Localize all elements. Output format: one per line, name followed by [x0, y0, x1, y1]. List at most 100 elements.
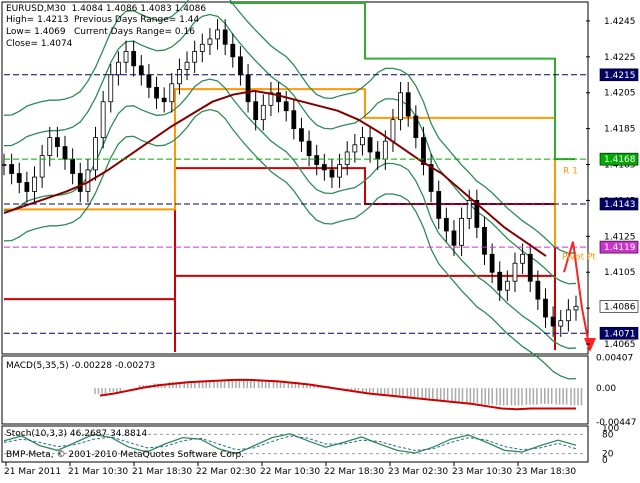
candle-body	[184, 61, 190, 70]
price-tick-label: 1.4065	[604, 340, 636, 350]
macd-signal-line	[99, 378, 576, 411]
red-lower-level	[174, 274, 555, 352]
stoch-d-line	[3, 435, 577, 451]
candle-body	[489, 253, 495, 273]
candle-body	[360, 137, 365, 146]
price-highlight-box	[599, 326, 639, 340]
macd-tick-label: 0.00407	[596, 353, 633, 363]
price-tick-label: 1.4105	[604, 268, 636, 278]
candle-body	[497, 271, 503, 291]
candle-body	[54, 137, 60, 147]
candle-body	[466, 200, 472, 219]
candle-body	[177, 69, 182, 85]
candle-body	[32, 176, 37, 192]
time-tick-label: 22 Mar 18:30	[324, 467, 384, 477]
candle-body	[207, 38, 213, 45]
candle-body	[268, 92, 274, 106]
horizontal-dashed-lines	[4, 74, 586, 334]
candle-body	[276, 92, 281, 103]
time-tick-label: 22 Mar 10:30	[260, 467, 320, 477]
time-axis: 21 Mar 2011 21 Mar 10:30 21 Mar 18:30 22 Ma…	[4, 462, 576, 477]
candle-body	[39, 155, 45, 178]
ma-line	[3, 89, 547, 257]
candle-body	[116, 61, 121, 76]
candle-body	[344, 151, 350, 165]
stoch-tick-label: 80	[602, 430, 614, 440]
candle-body	[146, 74, 152, 88]
candle-body	[573, 305, 579, 311]
candle-body	[238, 56, 243, 76]
candle-body	[283, 101, 289, 112]
band-upper-outer	[3, 0, 577, 254]
price-tick-label: 1.4225	[604, 53, 636, 63]
band-upper-inner	[3, 13, 577, 285]
candle-body	[222, 29, 228, 45]
close-value: Close= 1.4074	[6, 39, 73, 49]
time-tick-label: 21 Mar 18:30	[132, 467, 192, 477]
candle-body	[123, 51, 129, 63]
price-highlight-label: 1.4071	[604, 329, 636, 339]
candle-body	[93, 137, 98, 171]
time-tick-label: 22 Mar 02:30	[196, 467, 256, 477]
candle-body	[62, 146, 68, 160]
candle-body	[161, 97, 167, 103]
candle-body	[535, 280, 541, 300]
candle-body	[474, 200, 480, 228]
stoch-k-line	[3, 433, 577, 455]
candle-body	[398, 92, 403, 121]
stoch-tick-label: 0	[602, 456, 608, 466]
time-tick-label: 21 Mar 10:30	[68, 467, 128, 477]
candle-body	[169, 83, 175, 103]
candle-body	[459, 217, 465, 246]
candle-body	[306, 140, 312, 156]
price-tick-label: 1.4185	[604, 125, 636, 135]
time-tick-label: 21 Mar 2011	[4, 467, 61, 477]
macd-series: 0.00407 0.00 -0.00447	[94, 353, 636, 428]
candle-body	[512, 262, 518, 282]
pivot-label: Pivot Pt	[562, 253, 596, 263]
copyright: BMP-Meta, © 2001-2010 MetaQuotes Softwar…	[6, 450, 245, 460]
macd-tick-label: -0.00447	[596, 418, 636, 428]
candle-body	[504, 280, 510, 291]
candle-body	[253, 101, 259, 121]
candle-body	[215, 29, 220, 40]
time-tick-label: 23 Mar 18:30	[516, 467, 576, 477]
candle-body	[436, 191, 442, 219]
candle-body	[329, 169, 335, 178]
candle-body	[138, 65, 144, 76]
candle-body	[405, 92, 411, 117]
forecast-arrow-head	[584, 338, 596, 352]
r1-label: R 1	[563, 167, 578, 177]
candle-body	[260, 104, 266, 121]
candle-body	[199, 43, 205, 52]
candle-body	[16, 173, 22, 183]
candle-body	[565, 309, 571, 322]
time-tick-label: 23 Mar 02:30	[388, 467, 448, 477]
candle-body	[413, 115, 419, 139]
bollinger-bands	[3, 0, 577, 380]
price-tick-label: 1.4245	[604, 17, 636, 27]
candle-body	[321, 164, 327, 171]
candle-body	[451, 230, 457, 246]
candle-body	[108, 74, 114, 103]
candle-body	[382, 140, 388, 160]
band-lower-outer	[3, 108, 577, 380]
candle-body	[192, 51, 198, 63]
price-highlight-label: 1.4143	[604, 200, 636, 210]
price-highlight-box	[599, 300, 639, 313]
curr-range: Current Days Range= 0.16	[74, 27, 195, 37]
prev-range: Previous Days Range= 1.44	[74, 15, 200, 25]
price-axis: 1.42451.42251.42051.41851.41651.41451.41…	[586, 17, 639, 350]
price-highlight-label: 1.4168	[604, 155, 636, 165]
stoch-tick-label: 20	[602, 450, 614, 460]
price-highlight-box	[599, 152, 639, 166]
price-tick-label: 1.4205	[604, 89, 636, 99]
price-tick-label: 1.4125	[604, 232, 636, 242]
band-lower-inner	[3, 78, 577, 349]
candle-body	[550, 316, 556, 327]
candle-body	[421, 137, 426, 165]
candle-body	[375, 151, 381, 160]
candle-body	[9, 164, 15, 174]
